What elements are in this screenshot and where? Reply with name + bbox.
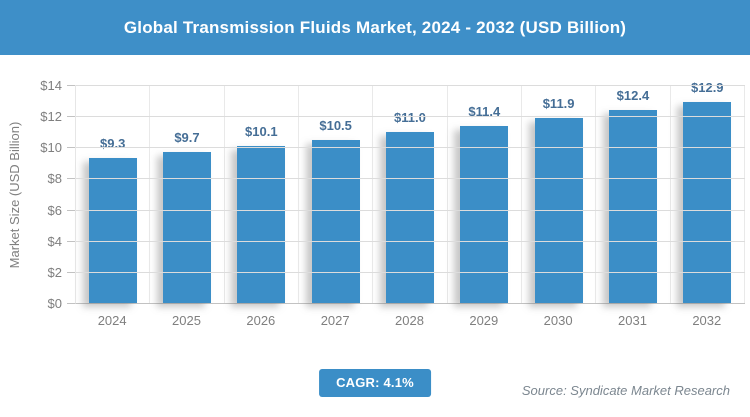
plot-area: $9.3 $9.7 $10.1 $10.5 $11.0 $11.4 $11.9 $12.4 $1… bbox=[75, 80, 745, 304]
bar-value-label: $11.4 bbox=[468, 103, 501, 119]
x-tick-label: 2026 bbox=[246, 313, 276, 328]
bar-value-label: $9.3 bbox=[100, 136, 126, 152]
bar bbox=[460, 125, 509, 303]
x-tick-label: 2024 bbox=[97, 313, 127, 328]
x-tick-label: 2029 bbox=[469, 313, 499, 328]
x-tick-label: 2025 bbox=[172, 313, 201, 328]
bar-slot: $9.3 bbox=[76, 85, 151, 303]
x-tick-label: 2028 bbox=[395, 313, 424, 328]
y-tick-label: $10 bbox=[40, 140, 62, 156]
bar bbox=[683, 102, 732, 303]
y-tick-label: $8 bbox=[47, 171, 62, 187]
y-tick-label: $6 bbox=[47, 202, 62, 218]
bar-slot: $11.0 bbox=[373, 85, 448, 303]
bar-value-label: $11.9 bbox=[542, 95, 575, 111]
bar bbox=[311, 139, 360, 303]
y-tick-label: $0 bbox=[47, 296, 62, 311]
bar-slot: $9.7 bbox=[150, 85, 225, 303]
bar-slot: $10.1 bbox=[225, 85, 299, 303]
bar-slot: $11.4 bbox=[448, 85, 522, 303]
bar-slot: $12.4 bbox=[596, 85, 671, 303]
bar-slots: $9.3 $9.7 $10.1 $10.5 $11.0 $11.4 $11.9 $12.4 $1… bbox=[76, 80, 745, 303]
bar bbox=[88, 158, 137, 303]
y-tick-label: $12 bbox=[40, 109, 62, 125]
gridline bbox=[76, 116, 745, 118]
gridline bbox=[76, 147, 745, 149]
bar bbox=[385, 131, 434, 303]
x-tick-label: 2030 bbox=[543, 313, 573, 328]
y-tick-label: $14 bbox=[40, 78, 62, 93]
y-tick-label: $4 bbox=[47, 233, 62, 249]
y-tick-mark bbox=[67, 303, 75, 304]
bar-slot: $12.9 bbox=[671, 80, 745, 303]
y-tick-mark bbox=[67, 178, 75, 180]
gridline bbox=[76, 271, 745, 273]
y-tick-mark bbox=[67, 240, 75, 242]
bar-value-label: $9.7 bbox=[174, 129, 200, 145]
x-axis-labels: 2024 2025 2026 2027 2028 2029 2030 2031 2032 bbox=[75, 311, 744, 331]
gridline bbox=[76, 209, 745, 211]
x-tick-label: 2031 bbox=[618, 313, 647, 328]
bar-value-label: $11.0 bbox=[394, 109, 426, 125]
bar-slot: $10.5 bbox=[299, 85, 374, 303]
y-tick-mark bbox=[67, 147, 75, 149]
y-tick-mark bbox=[67, 85, 75, 86]
y-tick-mark bbox=[67, 209, 75, 211]
bar-value-label: $10.1 bbox=[245, 123, 278, 139]
source-text: Source: Syndicate Market Research bbox=[521, 383, 730, 398]
bar-value-label: $12.9 bbox=[691, 80, 724, 96]
chart-title: Global Transmission Fluids Market, 2024 … bbox=[123, 18, 627, 37]
gridline bbox=[76, 178, 745, 180]
x-tick-label: 2032 bbox=[692, 313, 722, 328]
bar bbox=[608, 109, 657, 303]
y-tick-mark bbox=[67, 271, 75, 273]
bar bbox=[237, 145, 286, 303]
cagr-badge: CAGR: 4.1% bbox=[319, 369, 431, 397]
bar-value-label: $12.4 bbox=[616, 87, 650, 103]
bar-slot: $11.9 bbox=[522, 85, 597, 303]
bar bbox=[162, 151, 211, 303]
y-tick-label: $2 bbox=[47, 264, 62, 280]
y-tick-mark bbox=[67, 116, 75, 118]
x-tick-label: 2027 bbox=[320, 313, 350, 328]
chart-header: Global Transmission Fluids Market, 2024 … bbox=[0, 0, 750, 55]
bar-value-label: $10.5 bbox=[319, 117, 352, 133]
gridline bbox=[76, 240, 745, 242]
gridline bbox=[76, 85, 745, 86]
